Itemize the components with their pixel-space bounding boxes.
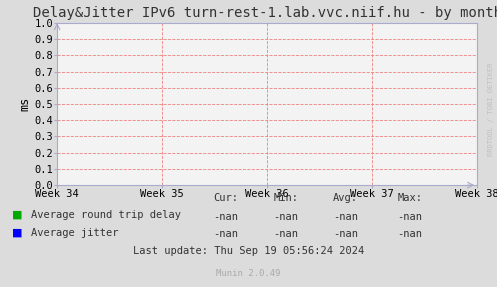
Text: -nan: -nan [333,212,358,222]
Text: Min:: Min: [273,193,298,203]
Text: -nan: -nan [214,212,239,222]
Text: -nan: -nan [273,212,298,222]
Text: Avg:: Avg: [333,193,358,203]
Text: Average jitter: Average jitter [31,228,118,238]
Text: ■: ■ [12,228,23,238]
Text: Cur:: Cur: [214,193,239,203]
Text: -nan: -nan [214,229,239,239]
Text: Last update: Thu Sep 19 05:56:24 2024: Last update: Thu Sep 19 05:56:24 2024 [133,246,364,256]
Text: ■: ■ [12,210,23,220]
Text: Average round trip delay: Average round trip delay [31,210,181,220]
Text: -nan: -nan [333,229,358,239]
Text: -nan: -nan [398,229,422,239]
Text: Max:: Max: [398,193,422,203]
Y-axis label: ms: ms [18,97,31,111]
Text: Munin 2.0.49: Munin 2.0.49 [216,269,281,278]
Text: RRDTOOL / TOBI OETIKER: RRDTOOL / TOBI OETIKER [488,62,494,156]
Title: Delay&Jitter IPv6 turn-rest-1.lab.vvc.niif.hu - by month: Delay&Jitter IPv6 turn-rest-1.lab.vvc.ni… [33,6,497,20]
Text: -nan: -nan [273,229,298,239]
Text: -nan: -nan [398,212,422,222]
